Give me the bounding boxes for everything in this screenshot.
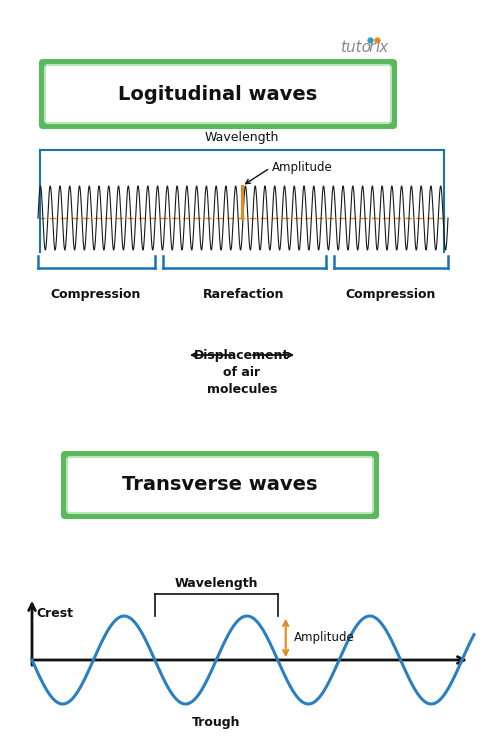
Text: Compression: Compression (51, 288, 141, 301)
Text: Transverse waves: Transverse waves (122, 476, 318, 494)
Text: Trough: Trough (192, 716, 241, 729)
Text: Wavelength: Wavelength (175, 577, 258, 590)
Text: Rarefaction: Rarefaction (203, 288, 285, 301)
Text: Displacement
of air
molecules: Displacement of air molecules (194, 349, 290, 396)
FancyBboxPatch shape (45, 65, 391, 123)
Text: Logitudinal waves: Logitudinal waves (119, 85, 318, 103)
Text: Amplitude: Amplitude (272, 162, 333, 175)
Text: Compression: Compression (346, 288, 436, 301)
FancyBboxPatch shape (39, 59, 397, 129)
Text: Amplitude: Amplitude (294, 631, 354, 644)
Text: tuto: tuto (340, 40, 371, 55)
FancyBboxPatch shape (67, 457, 373, 513)
Text: ix: ix (375, 40, 388, 55)
Text: Crest: Crest (36, 607, 73, 620)
FancyBboxPatch shape (61, 451, 379, 519)
Text: Wavelength: Wavelength (205, 131, 279, 144)
Text: r: r (368, 40, 374, 55)
